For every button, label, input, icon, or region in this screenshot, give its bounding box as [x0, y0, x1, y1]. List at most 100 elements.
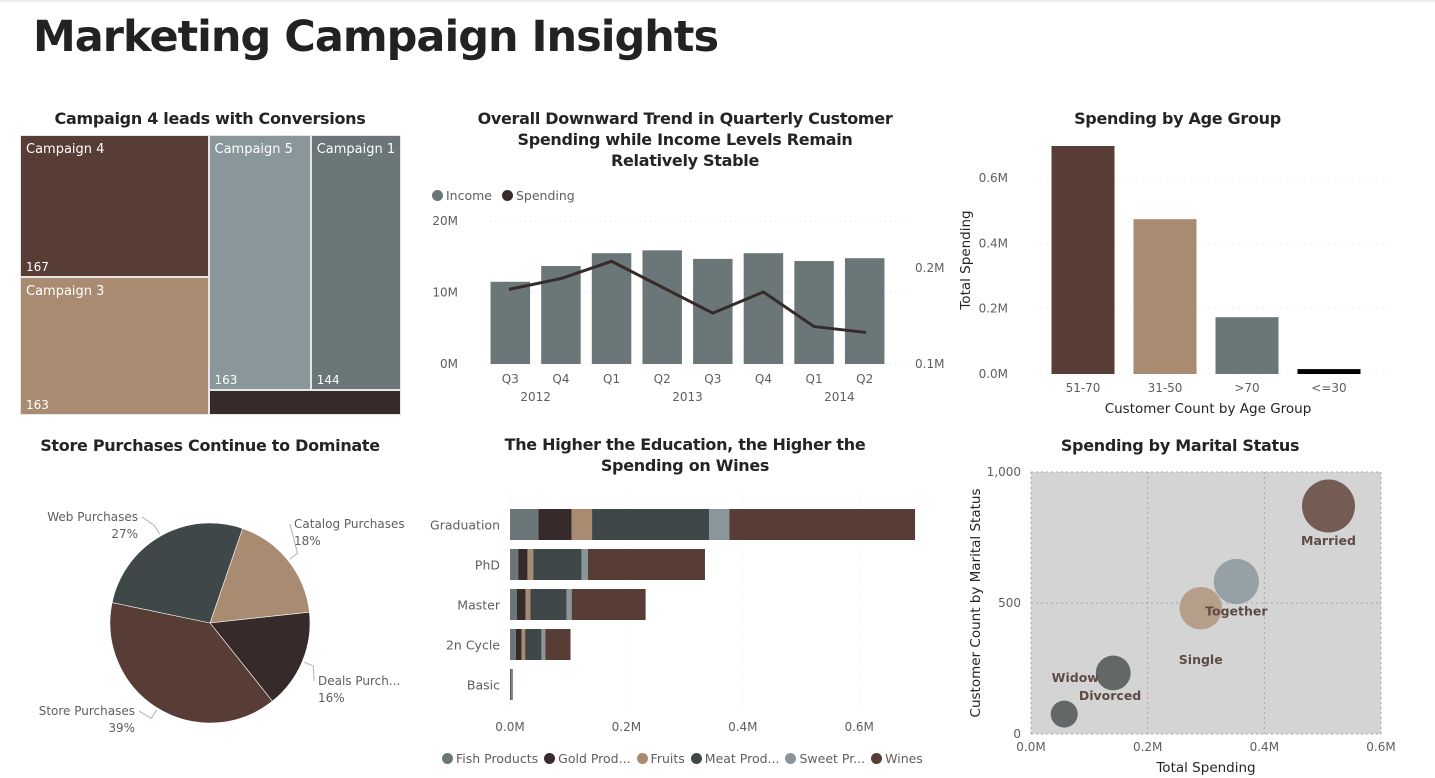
- pie-slice: [111, 522, 243, 624]
- treemap-panel: Campaign 4 leads with Conversions Campai…: [0, 100, 420, 420]
- legend-label: Fruits: [650, 751, 685, 766]
- y-tick-label: 0.4M: [979, 236, 1008, 250]
- scatter-label: Divorced: [1079, 688, 1141, 703]
- legend-label: Gold Prod...: [558, 751, 631, 766]
- tile-label: Campaign 3: [26, 283, 105, 299]
- year-label: 2014: [824, 390, 855, 404]
- pie-label: Web Purchases: [47, 510, 138, 524]
- legend-item[interactable]: Sweet Pr...: [785, 751, 865, 766]
- scatter-label: Married: [1301, 533, 1356, 548]
- stack-segment: [571, 589, 646, 620]
- stack-segment: [592, 509, 710, 540]
- legend-dot: [785, 753, 797, 764]
- stacked-legend: Fish Products Gold Prod... Fruits Meat Prod…: [442, 751, 929, 767]
- combo-chart: 0M 10M 20M 0.1M 0.2M Q3 Q4 Q1 Q2 Q3 Q4 Q1 Q2 2012 2013…: [432, 214, 944, 404]
- pie-pct-label: 39%: [108, 721, 135, 735]
- spending-point: [610, 259, 614, 263]
- stack-segment: [538, 509, 572, 540]
- stack-segment: [566, 589, 572, 620]
- stack-segment: [510, 669, 512, 700]
- page-title: Marketing Campaign Insights: [33, 12, 719, 62]
- stacked-title: The Higher the Education, the Higher the…: [504, 435, 866, 475]
- age-bar: [1215, 317, 1279, 374]
- pie-label: Catalog Purchases: [294, 517, 405, 531]
- year-label: 2013: [672, 390, 703, 404]
- legend-item[interactable]: Wines: [871, 751, 923, 766]
- legend-item-income[interactable]: Income: [432, 188, 492, 203]
- y-tick-label: 500: [998, 596, 1021, 610]
- stack-segment: [709, 509, 730, 540]
- x-tick-label: >70: [1234, 381, 1259, 395]
- y-tick-label: 0.0M: [979, 367, 1008, 381]
- stack-segment: [516, 589, 526, 620]
- scatter-point: [1095, 655, 1131, 691]
- income-bar: [490, 281, 531, 364]
- legend-item-spending[interactable]: Spending: [501, 188, 575, 203]
- quarter-label: Q1: [806, 372, 823, 386]
- legend-item[interactable]: Gold Prod...: [544, 751, 631, 766]
- tile-value: 144: [316, 373, 340, 388]
- quarter-label: Q1: [603, 372, 620, 386]
- income-bar: [591, 253, 632, 364]
- stack-segment: [525, 589, 531, 620]
- age-panel: Spending by Age Group 0.0M 0.2M 0.4M 0.6M 51…: [950, 100, 1435, 420]
- y-axis-title: Customer Count by Marital Status: [968, 489, 984, 718]
- combo-legend: Income Spending: [432, 188, 581, 204]
- spending-point: [761, 290, 765, 294]
- age-bar: [1051, 145, 1115, 374]
- x-tick-label: 0.4M: [1250, 740, 1279, 754]
- spending-point: [660, 285, 664, 289]
- quarter-label: Q4: [755, 372, 772, 386]
- spending-point: [812, 325, 816, 329]
- legend-dot: [636, 753, 648, 764]
- scatter-label: Single: [1179, 652, 1223, 667]
- y-tick-label: 0.6M: [979, 171, 1008, 185]
- income-spending-panel: Overall Downward Trend in Quarterly Cust…: [420, 100, 950, 420]
- treemap-tile[interactable]: Campaign 1 144: [310, 135, 401, 391]
- stack-segment: [541, 629, 546, 660]
- treemap-tile[interactable]: Campaign 5 163: [208, 135, 311, 391]
- x-tick-label: 0.6M: [1366, 740, 1395, 754]
- quarter-label: Q2: [654, 372, 671, 386]
- legend-item[interactable]: Fruits: [636, 751, 685, 766]
- x-axis-title: Customer Count by Age Group: [1105, 401, 1312, 417]
- quarter-label: Q3: [704, 372, 721, 386]
- right-tick-label: 0.2M: [915, 261, 944, 275]
- legend-label-spending: Spending: [515, 188, 575, 203]
- legend-item[interactable]: Meat Prod...: [690, 751, 779, 766]
- y-axis-title: Total Spending: [958, 210, 974, 310]
- stack-segment: [521, 629, 526, 660]
- income-bar: [794, 261, 834, 364]
- stack-segment: [510, 629, 516, 660]
- year-label: 2012: [520, 390, 551, 404]
- y-tick-label: 0: [1013, 727, 1021, 741]
- left-tick-label: 10M: [432, 286, 458, 300]
- quarter-label: Q4: [552, 372, 569, 386]
- x-tick-label: 51-70: [1066, 381, 1101, 395]
- legend-dot: [544, 753, 556, 764]
- treemap-title: Campaign 4 leads with Conversions: [54, 109, 366, 128]
- pie-chart: Catalog Purchases 18% Deals Purch... 16% Sto…: [39, 510, 405, 735]
- legend-dot-spending: [501, 190, 513, 201]
- top-border: [0, 0, 1435, 2]
- treemap-tile[interactable]: Campaign 3 163: [20, 276, 209, 415]
- scatter-title: Spending by Marital Status: [1060, 436, 1300, 455]
- pie-pct-label: 16%: [318, 691, 345, 705]
- y-tick-label: 0.2M: [979, 302, 1008, 316]
- spending-point: [711, 311, 715, 315]
- tile-label: Campaign 4: [26, 142, 105, 157]
- pie-title: Store Purchases Continue to Dominate: [40, 436, 380, 455]
- legend-dot: [690, 753, 702, 764]
- stack-segment: [729, 509, 916, 540]
- stack-segment: [545, 629, 571, 660]
- stack-segment: [525, 629, 542, 660]
- treemap-tile[interactable]: [208, 390, 401, 415]
- legend-item[interactable]: Fish Products: [442, 751, 538, 766]
- category-label: Graduation: [430, 518, 500, 533]
- legend-dot: [871, 753, 883, 764]
- stack-segment: [533, 549, 582, 580]
- stack-segment: [515, 629, 522, 660]
- treemap-tile[interactable]: Campaign 4 167: [20, 135, 209, 277]
- pie-label: Store Purchases: [39, 704, 135, 718]
- x-tick-label: <=30: [1311, 381, 1346, 395]
